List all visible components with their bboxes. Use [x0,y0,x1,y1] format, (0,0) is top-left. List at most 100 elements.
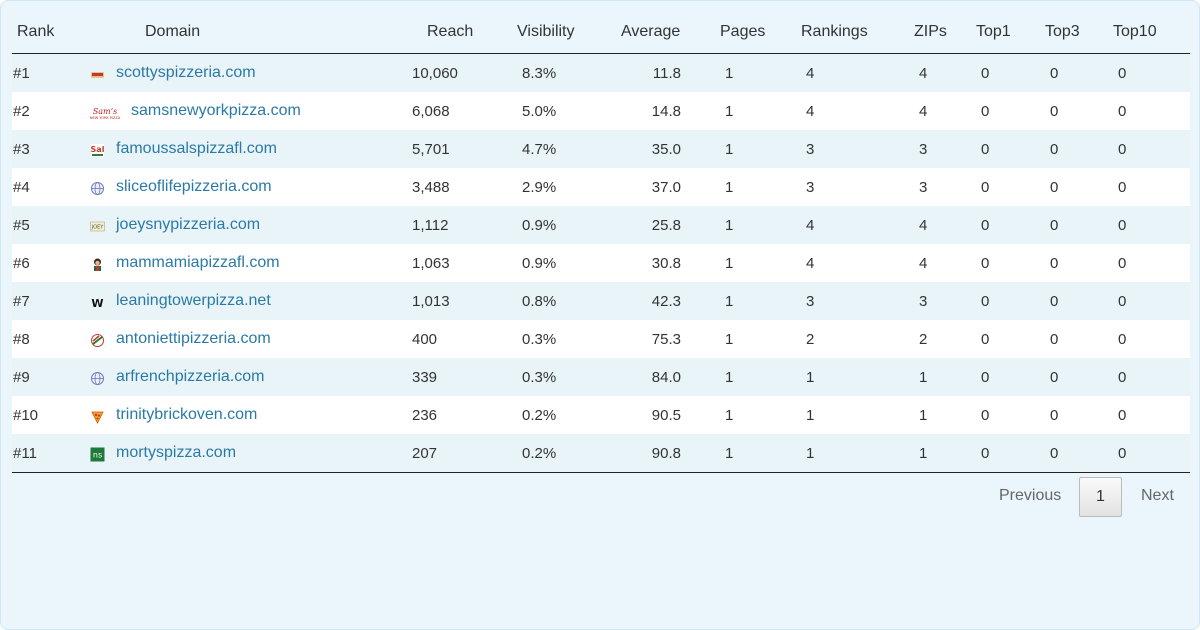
globe-icon [90,181,105,196]
header-top1[interactable]: Top1 [976,23,1011,40]
table-row: #3 Sal famoussalspizzafl.com 5,701 4.7% … [12,130,1190,168]
reach-cell: 10,060 [412,65,458,82]
header-top10[interactable]: Top10 [1113,23,1157,40]
pages-cell: 1 [725,331,734,348]
visibility-cell: 0.9% [522,217,557,234]
top10-cell: 0 [1118,255,1127,272]
pagination: Previous 1 Next [1,477,1200,517]
header-domain[interactable]: Domain [145,23,201,40]
pages-cell: 1 [725,141,734,158]
average-cell: 30.8 [651,255,681,272]
rank-cell: #6 [13,255,30,272]
header-zips[interactable]: ZIPs [914,23,947,40]
pages-cell: 1 [725,407,734,424]
header-reach[interactable]: Reach [427,23,474,40]
zips-cell: 4 [919,103,928,120]
top1-cell: 0 [981,217,990,234]
header-top3[interactable]: Top3 [1045,23,1080,40]
average-cell: 37.0 [651,179,681,196]
top3-cell: 0 [1050,217,1059,234]
zips-cell: 4 [919,255,928,272]
visibility-cell: 0.2% [522,407,557,424]
zips-cell: 3 [919,293,928,310]
svg-text:Sam’s: Sam’s [93,107,117,116]
domain-link[interactable]: leaningtowerpizza.net [116,292,271,309]
sals-logo-icon: Sal [90,143,105,158]
top10-cell: 0 [1118,217,1127,234]
reach-cell: 6,068 [412,103,450,120]
pizza-logo-icon [90,67,105,82]
rankings-cell: 4 [806,255,815,272]
rank-cell: #8 [13,331,30,348]
zips-cell: 1 [919,407,928,424]
average-cell: 14.8 [651,103,681,120]
visibility-cell: 0.9% [522,255,557,272]
reach-cell: 339 [412,369,438,386]
top1-cell: 0 [981,407,990,424]
top3-cell: 0 [1050,293,1059,310]
domain-link[interactable]: samsnewyorkpizza.com [131,102,301,119]
header-average[interactable]: Average [621,23,681,40]
header-rankings[interactable]: Rankings [801,23,868,40]
rank-cell: #3 [13,141,30,158]
top1-cell: 0 [981,331,990,348]
table-bottom-border [12,472,1190,473]
zips-cell: 4 [919,65,928,82]
pizza-slice-icon [90,409,105,424]
header-pages[interactable]: Pages [720,23,766,40]
top10-cell: 0 [1118,141,1127,158]
reach-cell: 1,112 [412,217,449,234]
rankings-cell: 4 [806,103,815,120]
sams-logo-icon: Sam’s NEW YORK PIZZA [90,105,120,120]
rankings-cell: 4 [806,217,815,234]
pages-cell: 1 [725,255,734,272]
average-cell: 84.0 [651,369,681,386]
domain-link[interactable]: sliceoflifepizzeria.com [116,178,272,195]
average-cell: 25.8 [651,217,681,234]
previous-page-button[interactable]: Previous [999,487,1062,504]
reach-cell: 1,063 [412,255,450,272]
top10-cell: 0 [1118,445,1127,462]
header-visibility[interactable]: Visibility [517,23,575,40]
visibility-cell: 0.2% [522,445,557,462]
domain-link[interactable]: antoniettipizzeria.com [116,330,271,347]
top10-cell: 0 [1118,65,1127,82]
domain-link[interactable]: joeysnypizzeria.com [116,216,261,233]
header-rank[interactable]: Rank [17,23,55,40]
wix-icon: W [90,295,105,310]
top10-cell: 0 [1118,407,1127,424]
rank-cell: #9 [13,369,30,386]
domain-link[interactable]: famoussalspizzafl.com [116,140,277,157]
rankings-cell: 3 [806,293,815,310]
svg-text:JOEY: JOEY [91,225,105,231]
rankings-cell: 2 [806,331,815,348]
svg-text:NEW YORK PIZZA: NEW YORK PIZZA [90,116,120,120]
domains-table: Rank Domain Reach Visibility Average Pag… [12,13,1190,473]
top10-cell: 0 [1118,331,1127,348]
domain-link[interactable]: mortyspizza.com [116,444,237,461]
top3-cell: 0 [1050,255,1059,272]
page-1-button[interactable]: 1 [1079,477,1122,517]
ns-logo-icon: ns [90,447,105,462]
rank-cell: #5 [13,217,30,234]
domain-link[interactable]: trinitybrickoven.com [116,406,258,423]
top1-cell: 0 [981,141,990,158]
reach-cell: 5,701 [412,141,450,158]
domain-link[interactable]: mammamiapizzafl.com [116,254,280,271]
zips-cell: 4 [919,217,928,234]
top3-cell: 0 [1050,445,1059,462]
pages-cell: 1 [725,293,734,310]
svg-text:ns: ns [93,451,102,460]
domain-link[interactable]: arfrenchpizzeria.com [116,368,265,385]
rankings-cell: 1 [806,445,815,462]
top10-cell: 0 [1118,179,1127,196]
domain-link[interactable]: scottyspizzeria.com [116,64,256,81]
top3-cell: 0 [1050,65,1059,82]
average-cell: 75.3 [651,331,681,348]
visibility-cell: 0.3% [522,369,557,386]
next-page-button[interactable]: Next [1141,487,1174,504]
chef-logo-icon [90,257,105,272]
joeys-logo-icon: JOEY [90,219,105,234]
zips-cell: 1 [919,369,928,386]
